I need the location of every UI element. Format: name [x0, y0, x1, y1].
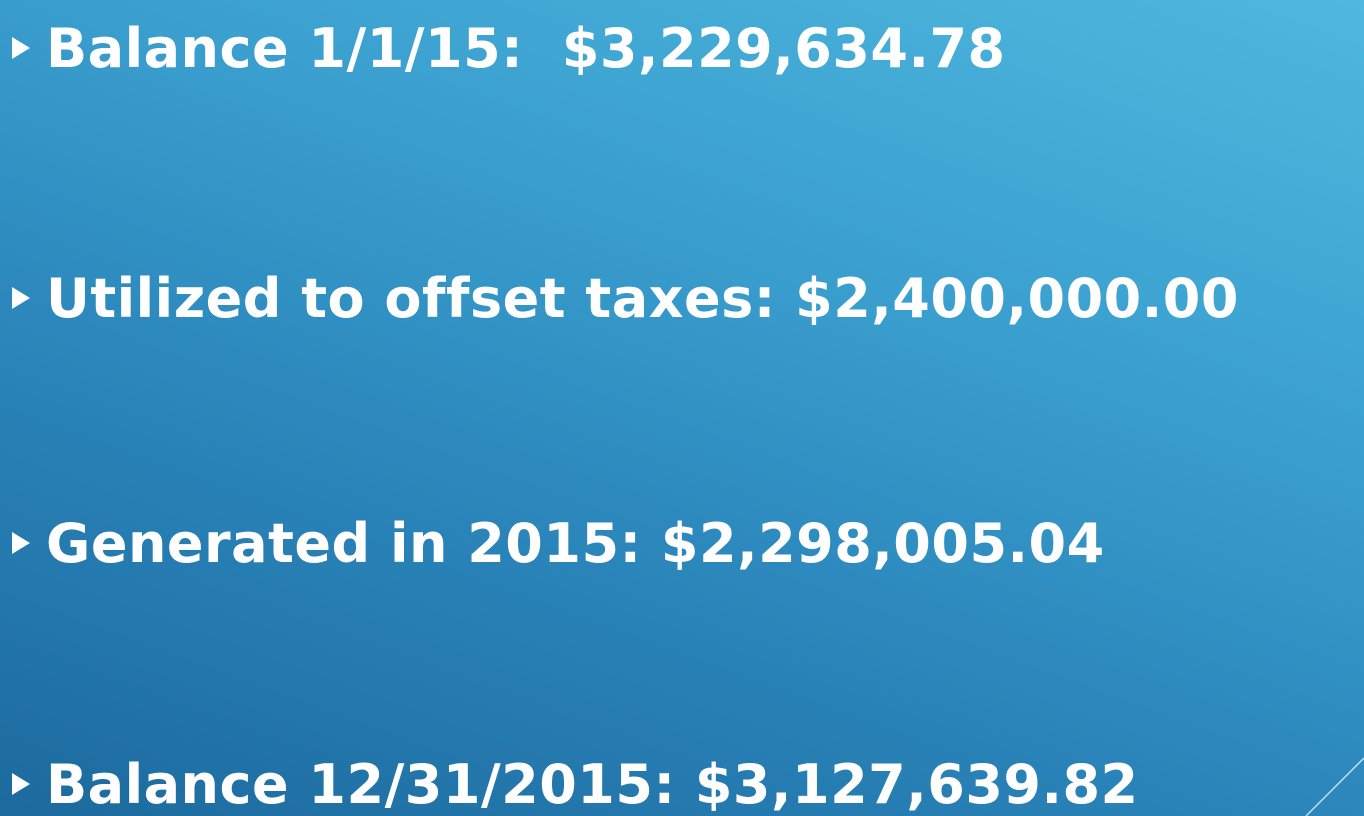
bullet-item: Balance 12/31/2015: $3,127,639.82: [0, 744, 1139, 816]
bullet-text: Balance 1/1/15: $3,229,634.78: [46, 16, 1006, 80]
bullet-marker: [12, 37, 30, 59]
bullet-item: Utilized to offset taxes: $2,400,000.00: [0, 258, 1239, 338]
bullet-item: Generated in 2015: $2,298,005.04: [0, 503, 1105, 583]
bullet-item: Balance 1/1/15: $3,229,634.78: [0, 8, 1006, 88]
corner-line: [1305, 757, 1364, 816]
bullet-text: Generated in 2015: $2,298,005.04: [46, 511, 1105, 575]
bullet-text: Balance 12/31/2015: $3,127,639.82: [46, 752, 1139, 816]
bullet-marker: [12, 532, 30, 554]
bullet-marker: [12, 773, 30, 795]
bullet-marker: [12, 287, 30, 309]
bullet-text: Utilized to offset taxes: $2,400,000.00: [46, 266, 1239, 330]
